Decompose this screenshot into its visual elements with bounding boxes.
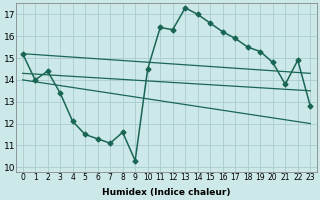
X-axis label: Humidex (Indice chaleur): Humidex (Indice chaleur) [102,188,231,197]
